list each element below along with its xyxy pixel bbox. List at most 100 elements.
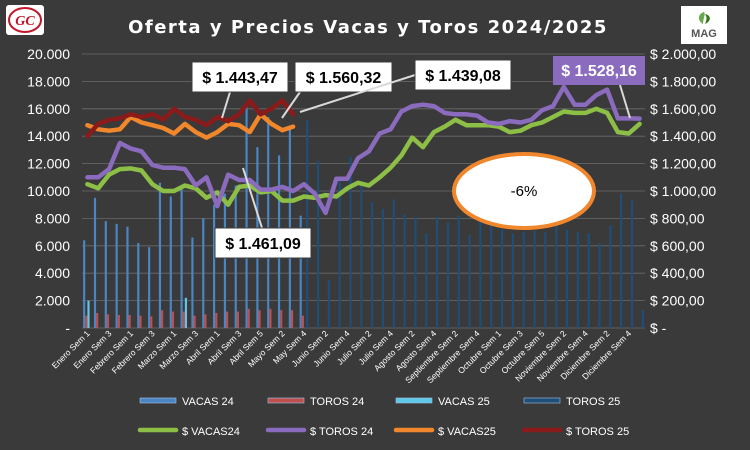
bar-vacas-24 bbox=[93, 197, 97, 328]
bar-toros-24 bbox=[139, 315, 142, 328]
bar-toros-25 bbox=[338, 180, 341, 328]
bar-toros-25 bbox=[598, 243, 601, 328]
chart-title: Oferta y Precios Vacas y Toros 2024/2025 bbox=[128, 17, 608, 38]
bar-toros-25 bbox=[306, 119, 309, 328]
annotation-box bbox=[414, 59, 512, 91]
bar-toros-24 bbox=[290, 310, 294, 328]
line-vacas24 bbox=[85, 106, 642, 207]
bar-toros-24 bbox=[150, 316, 153, 328]
legend-label: $ TOROS 25 bbox=[566, 426, 629, 438]
mag-logo: MAG bbox=[681, 6, 727, 44]
bar-toros-25 bbox=[457, 215, 460, 328]
annotation-leader bbox=[242, 167, 263, 229]
annotation-leader bbox=[619, 84, 631, 119]
bar-vacas-24 bbox=[169, 196, 172, 328]
bar-toros-25 bbox=[436, 217, 439, 328]
bar-toros-25 bbox=[609, 225, 612, 328]
bar-toros-24 bbox=[225, 311, 229, 328]
annotation-label: $ 1.439,08 bbox=[425, 68, 501, 85]
legend-swatch bbox=[267, 397, 305, 404]
bar-vacas-24 bbox=[245, 106, 248, 328]
bar-vacas-25 bbox=[87, 300, 90, 328]
line-toros-24 bbox=[85, 84, 642, 216]
bar-toros-25 bbox=[371, 201, 374, 328]
legend-swatch bbox=[395, 397, 433, 404]
bar-vacas-24 bbox=[148, 247, 151, 328]
bar-vacas-24 bbox=[299, 215, 302, 328]
bar-toros-24 bbox=[204, 314, 207, 328]
bar-toros-25 bbox=[620, 193, 623, 328]
gc-logo-graphic: GC bbox=[8, 7, 42, 33]
left-axis-tick-label: 12.000 bbox=[27, 156, 70, 172]
bar-toros-25 bbox=[533, 230, 536, 328]
bar-toros-24 bbox=[85, 315, 88, 328]
annotation-label: $ 1.461,09 bbox=[225, 236, 301, 253]
legend-label: VACAS 25 bbox=[438, 396, 490, 408]
bar-vacas-24 bbox=[213, 204, 216, 328]
bar-vacas-24 bbox=[180, 188, 183, 328]
right-axis-tick-label: $ - bbox=[650, 320, 667, 336]
bar-toros-24 bbox=[280, 310, 283, 328]
annotation-box bbox=[191, 61, 289, 93]
bar-toros-25 bbox=[511, 233, 514, 328]
annotation-leader bbox=[281, 91, 301, 119]
bar-toros-25 bbox=[381, 208, 385, 328]
left-axis-tick-label: - bbox=[65, 320, 70, 336]
bar-toros-25 bbox=[522, 232, 525, 328]
bar-toros-24 bbox=[236, 311, 239, 328]
bar-toros-25 bbox=[446, 222, 450, 328]
annotation-box-highlight bbox=[553, 56, 645, 85]
legend-swatch bbox=[523, 397, 561, 404]
legend-label: $ TOROS 24 bbox=[310, 426, 373, 438]
bar-toros-25 bbox=[468, 234, 471, 328]
bar-toros-25 bbox=[490, 222, 493, 328]
legend-label: TOROS 25 bbox=[566, 396, 620, 408]
line-series-group bbox=[85, 84, 642, 216]
annotation-label: $ 1.443,47 bbox=[202, 70, 278, 87]
bar-toros-24 bbox=[215, 312, 218, 328]
bar-vacas-24 bbox=[267, 117, 270, 329]
left-axis-tick-label: 18.000 bbox=[27, 73, 70, 89]
legend-label: $ VACAS25 bbox=[438, 426, 496, 438]
bar-vacas-24 bbox=[137, 243, 140, 328]
annotation-label: $ 1.560,32 bbox=[306, 70, 382, 87]
svg-text:GC: GC bbox=[15, 14, 35, 29]
bar-toros-25 bbox=[403, 214, 406, 328]
bar-vacas-24 bbox=[104, 221, 107, 328]
bar-toros-24 bbox=[247, 308, 250, 328]
annotation-leader bbox=[221, 91, 231, 119]
right-axis-tick-label: $ 600,00 bbox=[650, 238, 705, 254]
bar-toros-24 bbox=[193, 315, 196, 328]
bar-toros-25 bbox=[414, 217, 417, 328]
annotation-leader bbox=[299, 74, 416, 113]
bar-toros-24 bbox=[258, 310, 261, 328]
left-axis-tick-label: 4.000 bbox=[35, 265, 70, 281]
bar-toros-25 bbox=[555, 219, 558, 328]
bar-toros-25 bbox=[349, 156, 352, 328]
right-axis-tick-label: $ 1.400,00 bbox=[650, 128, 716, 144]
bar-toros-24 bbox=[128, 314, 131, 328]
right-axis-tick-label: $ 400,00 bbox=[650, 265, 705, 281]
left-axis-tick-label: 6.000 bbox=[35, 238, 70, 254]
bar-toros-25 bbox=[327, 280, 330, 328]
legend-label: VACAS 24 bbox=[182, 396, 234, 408]
bar-toros-25 bbox=[630, 200, 634, 328]
bar-toros-25 bbox=[501, 229, 504, 328]
bar-vacas-24 bbox=[126, 226, 129, 328]
gc-logo: GC bbox=[6, 5, 44, 35]
bar-toros-24 bbox=[182, 311, 185, 328]
svg-text:MAG: MAG bbox=[691, 28, 717, 40]
bar-toros-25 bbox=[316, 160, 320, 328]
bar-toros-25 bbox=[587, 233, 590, 328]
legend-swatch bbox=[139, 397, 177, 404]
percent-change-oval bbox=[452, 152, 596, 230]
left-axis-tick-labels: - 2.000 4.000 6.000 8.000 10.000 12.000 14.000 1… bbox=[27, 46, 70, 336]
bar-toros-25 bbox=[544, 232, 547, 328]
annotation-box bbox=[214, 227, 312, 259]
bar-toros-25 bbox=[360, 184, 363, 328]
right-axis-tick-label: $ 800,00 bbox=[650, 210, 705, 226]
left-axis-tick-label: 14.000 bbox=[27, 128, 70, 144]
right-axis-tick-label: $ 1.600,00 bbox=[650, 101, 716, 117]
